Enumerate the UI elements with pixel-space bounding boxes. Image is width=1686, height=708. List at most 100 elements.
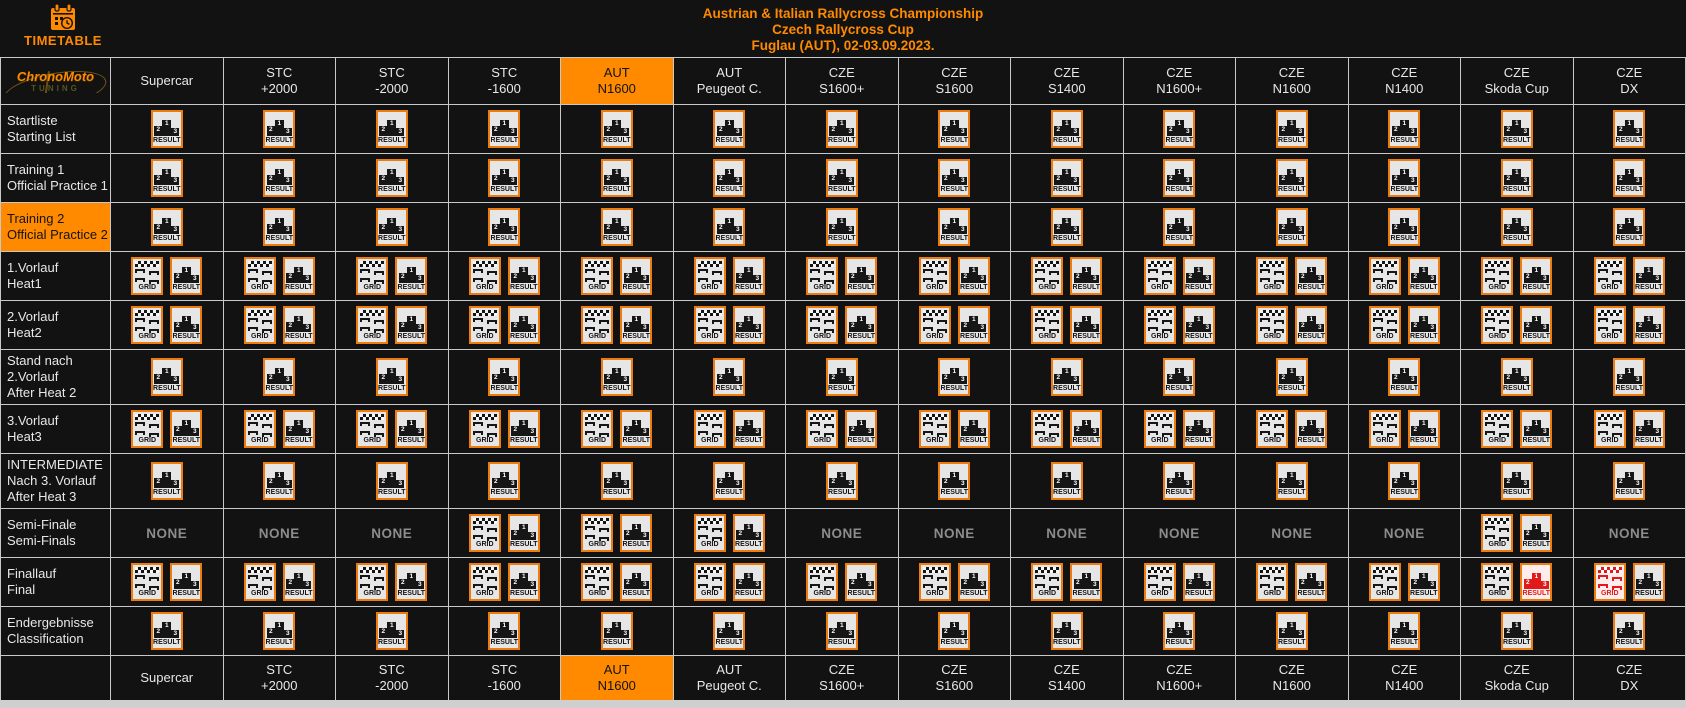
- result-icon[interactable]: 2 1 3 RESULT: [263, 612, 296, 650]
- result-icon[interactable]: 2 1 3 RESULT: [957, 306, 990, 344]
- grid-icon[interactable]: GRID: [1481, 306, 1514, 344]
- result-icon[interactable]: 2 1 3 RESULT: [1275, 110, 1308, 148]
- result-icon[interactable]: 2 1 3 RESULT: [1070, 410, 1103, 448]
- result-icon[interactable]: 2 1 3 RESULT: [938, 110, 971, 148]
- grid-icon[interactable]: GRID: [1031, 410, 1064, 448]
- grid-icon[interactable]: GRID: [1481, 514, 1514, 552]
- result-icon[interactable]: 2 1 3 RESULT: [488, 358, 521, 396]
- grid-icon[interactable]: GRID: [1593, 257, 1626, 295]
- grid-icon[interactable]: GRID: [581, 410, 614, 448]
- result-icon[interactable]: 2 1 3 RESULT: [375, 612, 408, 650]
- result-icon[interactable]: 2 1 3 RESULT: [732, 257, 765, 295]
- grid-icon[interactable]: GRID: [356, 563, 389, 601]
- result-icon[interactable]: 2 1 3 RESULT: [1070, 306, 1103, 344]
- result-icon[interactable]: 2 1 3 RESULT: [395, 563, 428, 601]
- result-icon[interactable]: 2 1 3 RESULT: [282, 306, 315, 344]
- result-icon[interactable]: 2 1 3 RESULT: [1520, 514, 1553, 552]
- result-icon[interactable]: 2 1 3 RESULT: [1163, 358, 1196, 396]
- grid-icon[interactable]: GRID: [1143, 563, 1176, 601]
- result-icon[interactable]: 2 1 3 RESULT: [938, 462, 971, 500]
- result-icon[interactable]: 2 1 3 RESULT: [1632, 410, 1665, 448]
- result-icon[interactable]: 2 1 3 RESULT: [1275, 358, 1308, 396]
- grid-icon[interactable]: GRID: [468, 410, 501, 448]
- result-icon[interactable]: 2 1 3 RESULT: [1070, 257, 1103, 295]
- result-icon[interactable]: 2 1 3 RESULT: [713, 110, 746, 148]
- result-icon[interactable]: 2 1 3 RESULT: [1407, 563, 1440, 601]
- result-icon[interactable]: 2 1 3 RESULT: [1182, 306, 1215, 344]
- grid-icon[interactable]: GRID: [693, 514, 726, 552]
- result-icon[interactable]: 2 1 3 RESULT: [170, 563, 203, 601]
- result-icon-red[interactable]: 2 1 3 RESULT: [1520, 563, 1553, 601]
- grid-icon[interactable]: GRID: [581, 514, 614, 552]
- result-icon[interactable]: 2 1 3 RESULT: [375, 358, 408, 396]
- result-icon[interactable]: 2 1 3 RESULT: [620, 410, 653, 448]
- result-icon[interactable]: 2 1 3 RESULT: [1520, 410, 1553, 448]
- result-icon[interactable]: 2 1 3 RESULT: [507, 514, 540, 552]
- result-icon[interactable]: 2 1 3 RESULT: [1632, 563, 1665, 601]
- grid-icon[interactable]: GRID: [356, 257, 389, 295]
- grid-icon[interactable]: GRID: [1031, 306, 1064, 344]
- result-icon[interactable]: 2 1 3 RESULT: [825, 208, 858, 246]
- grid-icon[interactable]: GRID: [243, 410, 276, 448]
- result-icon[interactable]: 2 1 3 RESULT: [957, 410, 990, 448]
- result-icon[interactable]: 2 1 3 RESULT: [1050, 462, 1083, 500]
- result-icon[interactable]: 2 1 3 RESULT: [1613, 358, 1646, 396]
- result-icon[interactable]: 2 1 3 RESULT: [1275, 462, 1308, 500]
- grid-icon[interactable]: GRID: [468, 563, 501, 601]
- grid-icon[interactable]: GRID: [918, 563, 951, 601]
- grid-icon[interactable]: GRID: [1593, 410, 1626, 448]
- result-icon[interactable]: 2 1 3 RESULT: [1295, 563, 1328, 601]
- grid-icon[interactable]: GRID: [693, 257, 726, 295]
- result-icon[interactable]: 2 1 3 RESULT: [600, 462, 633, 500]
- result-icon[interactable]: 2 1 3 RESULT: [1050, 159, 1083, 197]
- grid-icon[interactable]: GRID: [131, 257, 164, 295]
- result-icon[interactable]: 2 1 3 RESULT: [1407, 410, 1440, 448]
- result-icon[interactable]: 2 1 3 RESULT: [1050, 358, 1083, 396]
- result-icon[interactable]: 2 1 3 RESULT: [150, 159, 183, 197]
- result-icon[interactable]: 2 1 3 RESULT: [282, 410, 315, 448]
- result-icon[interactable]: 2 1 3 RESULT: [395, 257, 428, 295]
- result-icon[interactable]: 2 1 3 RESULT: [150, 208, 183, 246]
- grid-icon[interactable]: GRID: [243, 563, 276, 601]
- result-icon[interactable]: 2 1 3 RESULT: [1500, 612, 1533, 650]
- result-icon[interactable]: 2 1 3 RESULT: [1500, 208, 1533, 246]
- result-icon[interactable]: 2 1 3 RESULT: [1182, 563, 1215, 601]
- result-icon[interactable]: 2 1 3 RESULT: [282, 257, 315, 295]
- result-icon[interactable]: 2 1 3 RESULT: [1163, 208, 1196, 246]
- result-icon[interactable]: 2 1 3 RESULT: [1613, 110, 1646, 148]
- result-icon[interactable]: 2 1 3 RESULT: [1388, 159, 1421, 197]
- result-icon[interactable]: 2 1 3 RESULT: [488, 110, 521, 148]
- result-icon[interactable]: 2 1 3 RESULT: [825, 110, 858, 148]
- result-icon[interactable]: 2 1 3 RESULT: [1163, 159, 1196, 197]
- result-icon[interactable]: 2 1 3 RESULT: [713, 159, 746, 197]
- result-icon[interactable]: 2 1 3 RESULT: [1050, 110, 1083, 148]
- result-icon[interactable]: 2 1 3 RESULT: [170, 306, 203, 344]
- result-icon[interactable]: 2 1 3 RESULT: [1388, 208, 1421, 246]
- grid-icon[interactable]: GRID: [468, 514, 501, 552]
- grid-icon[interactable]: GRID: [1481, 410, 1514, 448]
- result-icon[interactable]: 2 1 3 RESULT: [1500, 358, 1533, 396]
- result-icon[interactable]: 2 1 3 RESULT: [825, 159, 858, 197]
- result-icon[interactable]: 2 1 3 RESULT: [1388, 612, 1421, 650]
- grid-icon[interactable]: GRID: [693, 306, 726, 344]
- result-icon[interactable]: 2 1 3 RESULT: [507, 306, 540, 344]
- grid-icon[interactable]: GRID: [806, 410, 839, 448]
- result-icon[interactable]: 2 1 3 RESULT: [825, 358, 858, 396]
- grid-icon[interactable]: GRID: [243, 257, 276, 295]
- grid-icon-red[interactable]: GRID: [1593, 563, 1626, 601]
- result-icon[interactable]: 2 1 3 RESULT: [150, 358, 183, 396]
- grid-icon[interactable]: GRID: [131, 410, 164, 448]
- result-icon[interactable]: 2 1 3 RESULT: [1163, 612, 1196, 650]
- result-icon[interactable]: 2 1 3 RESULT: [732, 514, 765, 552]
- grid-icon[interactable]: GRID: [1256, 306, 1289, 344]
- grid-icon[interactable]: GRID: [1368, 257, 1401, 295]
- grid-icon[interactable]: GRID: [1593, 306, 1626, 344]
- result-icon[interactable]: 2 1 3 RESULT: [713, 462, 746, 500]
- result-icon[interactable]: 2 1 3 RESULT: [507, 410, 540, 448]
- result-icon[interactable]: 2 1 3 RESULT: [620, 514, 653, 552]
- result-icon[interactable]: 2 1 3 RESULT: [1613, 612, 1646, 650]
- result-icon[interactable]: 2 1 3 RESULT: [150, 110, 183, 148]
- result-icon[interactable]: 2 1 3 RESULT: [1520, 306, 1553, 344]
- grid-icon[interactable]: GRID: [1143, 257, 1176, 295]
- result-icon[interactable]: 2 1 3 RESULT: [620, 306, 653, 344]
